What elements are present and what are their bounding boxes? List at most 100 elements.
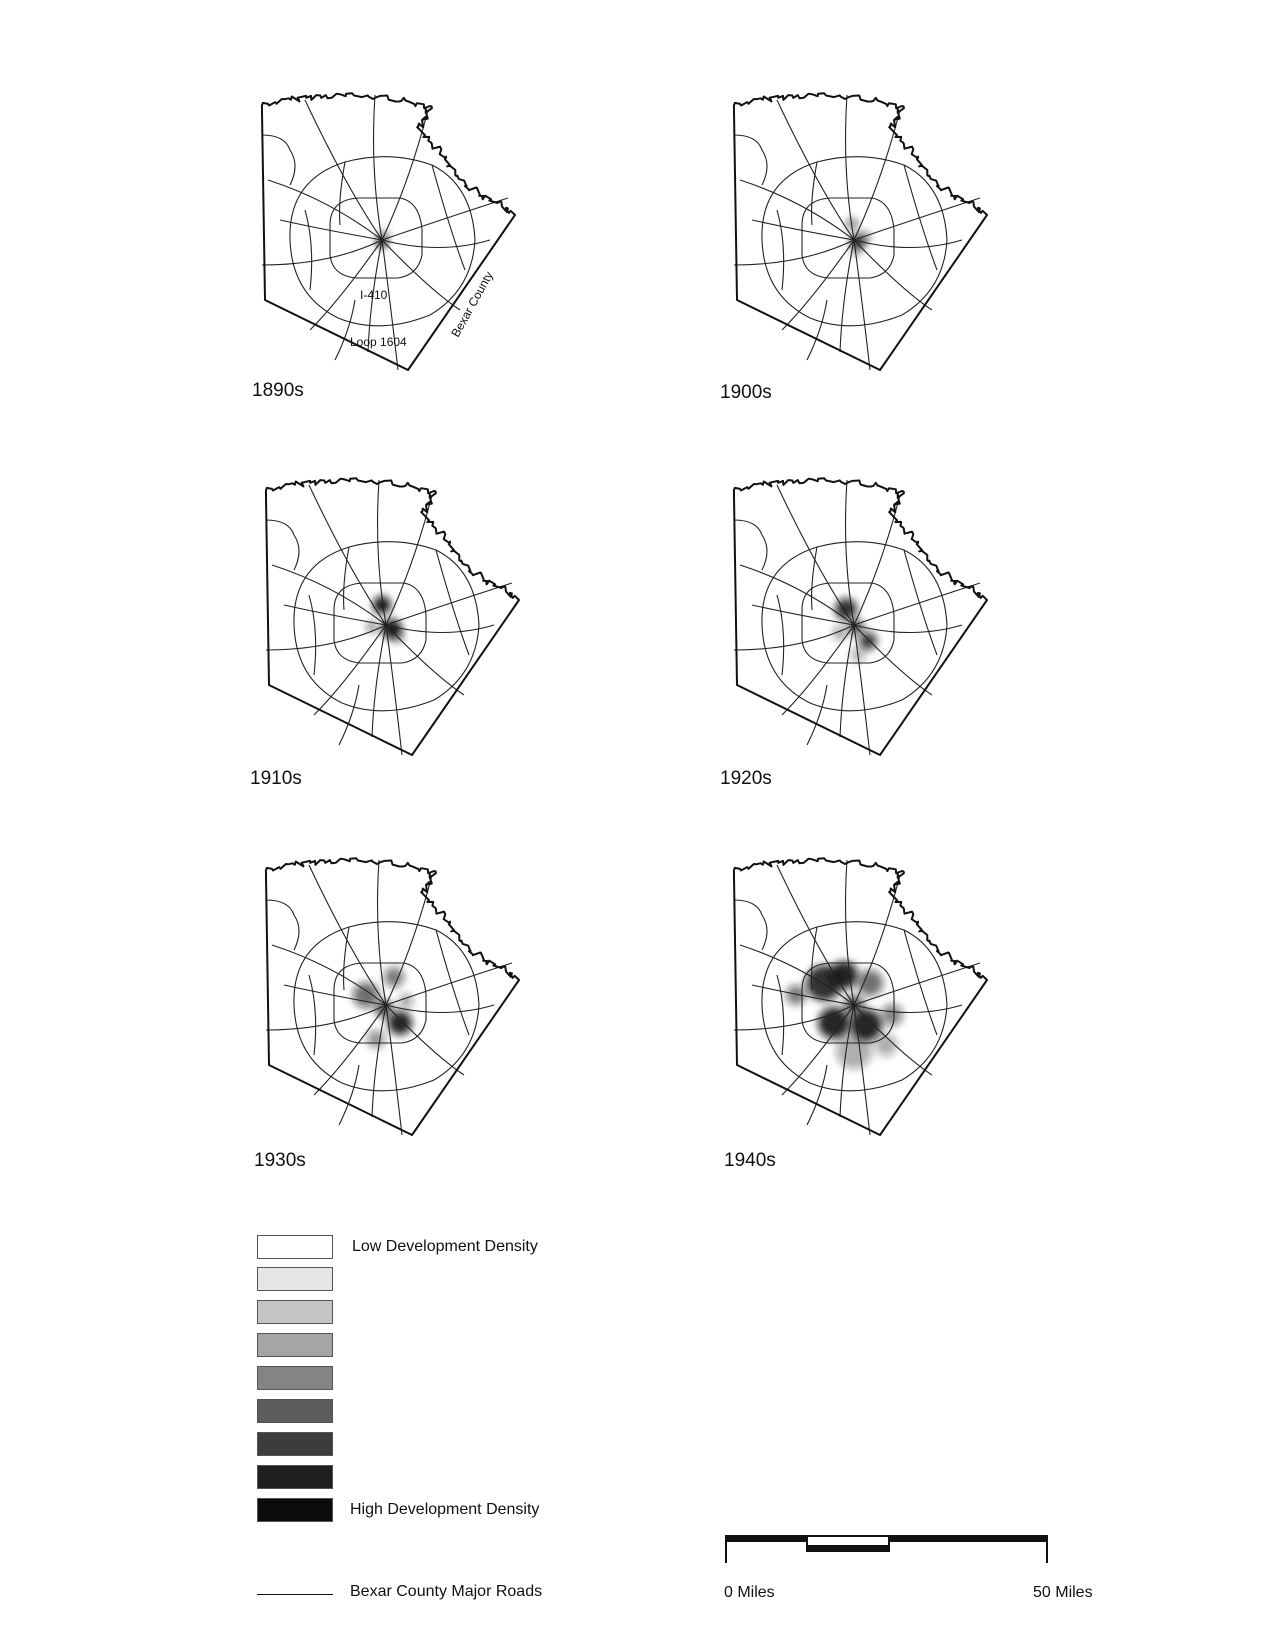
major-road	[304, 209, 313, 291]
major-road	[733, 239, 855, 266]
major-road	[279, 219, 383, 241]
major-road	[267, 179, 383, 241]
major-road	[265, 519, 300, 571]
major-road	[381, 197, 509, 241]
density-layer	[846, 218, 871, 257]
major-road	[806, 299, 828, 361]
county-boundary	[732, 92, 988, 371]
major-road	[733, 899, 768, 951]
major-road	[853, 239, 933, 311]
county-boundary	[264, 857, 520, 1136]
legend-label-roads: Bexar County Major Roads	[350, 1583, 543, 1600]
county-map	[732, 857, 988, 1136]
legend-swatch-4	[257, 1333, 333, 1357]
major-road	[839, 624, 855, 738]
major-road	[806, 1064, 828, 1126]
legend-label-high: High Development Density	[350, 1501, 540, 1518]
major-road	[308, 484, 387, 626]
major-road	[381, 239, 461, 311]
loop1604-label: Loop 1604	[350, 335, 407, 349]
density-blob	[830, 961, 858, 989]
major-road	[385, 624, 403, 756]
major-road	[376, 859, 387, 1006]
major-road	[385, 624, 495, 633]
road-network	[260, 92, 516, 371]
county-map	[732, 92, 988, 371]
map-panel-1890s: I-410 Loop 1604 Bexar County	[250, 90, 670, 420]
density-blob	[353, 982, 379, 1008]
density-blob	[388, 1011, 412, 1035]
density-blob	[857, 970, 883, 996]
major-road	[308, 594, 317, 676]
major-road	[751, 219, 855, 241]
scale-segment-3	[889, 1535, 1047, 1542]
major-road	[806, 684, 828, 746]
major-road	[801, 582, 895, 664]
major-road	[265, 899, 300, 951]
major-road	[338, 684, 360, 746]
major-road	[903, 929, 938, 1036]
county-map	[264, 857, 520, 1136]
map-panel-1900s	[722, 90, 1142, 420]
decade-label: 1940s	[724, 1150, 776, 1171]
major-road	[343, 926, 350, 991]
major-road	[853, 197, 981, 241]
major-road	[853, 624, 871, 756]
density-blob	[373, 596, 391, 614]
major-road	[283, 984, 387, 1006]
major-road	[781, 1004, 855, 1096]
major-road	[381, 239, 491, 248]
major-road	[313, 624, 387, 716]
major-road	[751, 604, 855, 626]
decade-label: 1890s	[252, 380, 304, 401]
major-road	[385, 1004, 495, 1013]
major-road	[839, 1004, 855, 1118]
county-boundary	[732, 857, 988, 1136]
scale-bar	[725, 1535, 1048, 1563]
major-road	[308, 974, 317, 1056]
major-road	[435, 929, 470, 1036]
map-panel-1940s	[722, 855, 1142, 1185]
major-road	[371, 1004, 387, 1118]
county-map	[264, 477, 520, 756]
scale-end-label: 50 Miles	[1033, 1584, 1093, 1601]
road-network	[732, 92, 988, 371]
major-road	[381, 239, 399, 371]
major-road	[844, 94, 855, 241]
map-panel-1910s	[254, 475, 674, 805]
major-road	[265, 1004, 387, 1031]
major-road	[844, 859, 855, 1006]
major-road	[334, 299, 356, 361]
major-road	[903, 549, 938, 656]
county-boundary	[732, 477, 988, 756]
major-road	[853, 962, 981, 1006]
legend-swatch-8	[257, 1465, 333, 1489]
major-road	[844, 479, 855, 626]
legend-swatch-6	[257, 1399, 333, 1423]
decade-label: 1920s	[720, 768, 772, 789]
major-road	[385, 962, 513, 1006]
major-road	[339, 161, 346, 226]
major-road	[261, 239, 383, 266]
major-road	[376, 479, 387, 626]
density-blob	[384, 967, 404, 987]
major-road	[853, 582, 981, 626]
major-road	[853, 239, 963, 248]
scale-segment-2	[807, 1545, 889, 1552]
major-road	[271, 944, 387, 1006]
major-road	[333, 962, 427, 1044]
major-road	[329, 197, 423, 279]
density-blob	[859, 632, 877, 650]
major-road	[853, 1004, 963, 1013]
major-road	[811, 926, 818, 991]
decade-label: 1930s	[254, 1150, 306, 1171]
density-layer	[353, 967, 413, 1048]
legend-swatch-9	[257, 1498, 333, 1522]
legend-label-low: Low Development Density	[352, 1238, 538, 1255]
major-road	[304, 99, 383, 241]
density-blob	[786, 985, 806, 1005]
legend-swatch-2	[257, 1267, 333, 1291]
major-road	[853, 624, 963, 633]
major-road	[839, 239, 855, 353]
major-road	[309, 239, 383, 331]
